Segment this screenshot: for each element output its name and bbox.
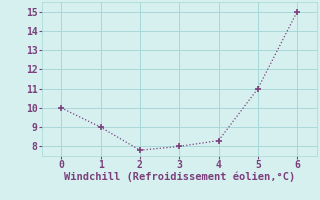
X-axis label: Windchill (Refroidissement éolien,°C): Windchill (Refroidissement éolien,°C)	[64, 172, 295, 182]
